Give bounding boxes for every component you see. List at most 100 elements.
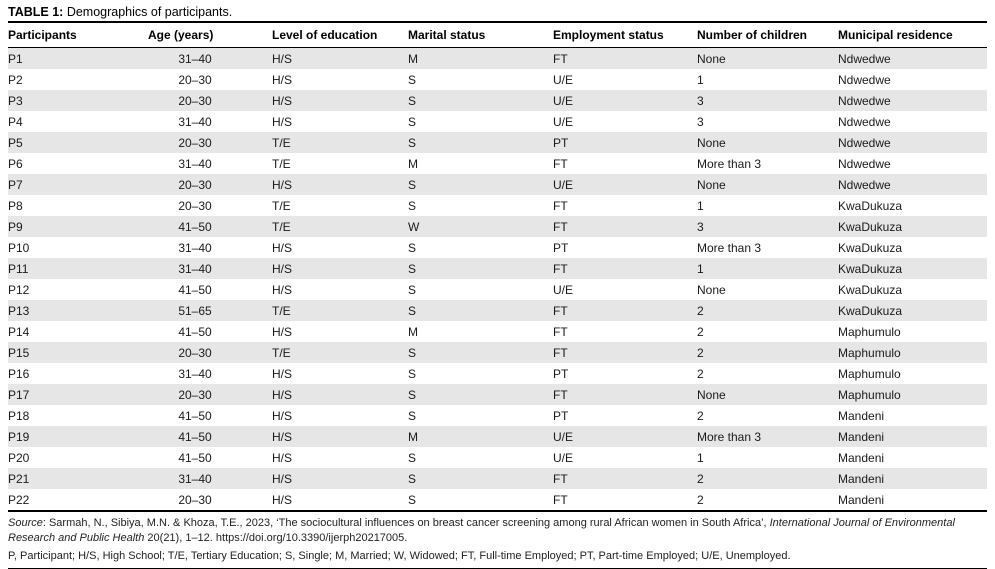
table-cell: H/S — [272, 451, 293, 465]
table-cell: P22 — [8, 493, 30, 507]
table-figure: TABLE 1: Demographics of participants. P… — [0, 4, 995, 569]
table-cell: 1 — [697, 262, 704, 276]
table-body: P1 31–40 H/S M FT None Ndwedwe P2 20–30 H/S S U/E 1 N… — [8, 47, 987, 511]
table-cell: 31–40 — [178, 367, 212, 381]
table-cell: Ndwedwe — [838, 115, 891, 129]
table-row: P4 31–40 H/S S U/E 3 Ndwedwe — [8, 111, 987, 132]
table-cell: More than 3 — [697, 241, 762, 255]
table-header-row: Participants Age (years) Level of educat… — [8, 23, 987, 48]
source-citation-doi: 20(21), 1–12. https://doi.org/10.3390/ij… — [144, 532, 408, 544]
table-cell: M — [408, 430, 418, 444]
table-cell: P19 — [8, 430, 30, 444]
column-header-age: Age (years) — [148, 23, 272, 48]
table-cell: 2 — [697, 325, 704, 339]
table-cell: 2 — [697, 409, 704, 423]
table-row: P1 31–40 H/S M FT None Ndwedwe — [8, 47, 987, 69]
abbreviations-note: P, Participant; H/S, High School; T/E, T… — [8, 550, 791, 562]
table-row: P17 20–30 H/S S FT None Maphumulo — [8, 384, 987, 405]
table-cell: None — [697, 178, 726, 192]
table-cell: S — [408, 493, 417, 507]
table-cell: U/E — [553, 73, 574, 87]
table-cell: S — [408, 283, 417, 297]
table-cell: P5 — [8, 136, 23, 150]
source-note: Source: Sarmah, N., Sibiya, M.N. & Khoza… — [8, 516, 987, 546]
table-cell: KwaDukuza — [838, 220, 903, 234]
table-cell: FT — [553, 199, 568, 213]
table-cell: None — [697, 136, 726, 150]
table-row: P20 41–50 H/S S U/E 1 Mandeni — [8, 447, 987, 468]
table-cell: S — [408, 451, 417, 465]
table-cell: 1 — [697, 73, 704, 87]
table-row: P6 31–40 T/E M FT More than 3 Ndwedwe — [8, 153, 987, 174]
table-cell: Mandeni — [838, 493, 885, 507]
table-cell: P16 — [8, 367, 30, 381]
table-cell: Ndwedwe — [838, 136, 891, 150]
table-cell: 20–30 — [178, 73, 212, 87]
table-cell: M — [408, 325, 418, 339]
table-cell: 31–40 — [178, 157, 212, 171]
table-row: P12 41–50 H/S S U/E None KwaDukuza — [8, 279, 987, 300]
table-cell: 20–30 — [178, 199, 212, 213]
table-cell: Ndwedwe — [838, 52, 891, 66]
table-cell: H/S — [272, 388, 293, 402]
table-cell: Mandeni — [838, 409, 885, 423]
table-cell: 31–40 — [178, 52, 212, 66]
table-row: P22 20–30 H/S S FT 2 Mandeni — [8, 489, 987, 510]
table-cell: P15 — [8, 346, 30, 360]
table-row: P3 20–30 H/S S U/E 3 Ndwedwe — [8, 90, 987, 111]
table-cell: S — [408, 304, 417, 318]
table-row: P15 20–30 T/E S FT 2 Maphumulo — [8, 342, 987, 363]
table-cell: H/S — [272, 430, 293, 444]
table-cell: PT — [553, 241, 569, 255]
table-cell: 2 — [697, 346, 704, 360]
column-header-marital: Marital status — [408, 23, 553, 48]
table-cell: S — [408, 136, 417, 150]
table-cell: 41–50 — [178, 325, 212, 339]
table-cell: 41–50 — [178, 220, 212, 234]
table-row: P10 31–40 H/S S PT More than 3 KwaDukuza — [8, 237, 987, 258]
table-cell: KwaDukuza — [838, 241, 903, 255]
table-cell: FT — [553, 493, 568, 507]
table-cell: U/E — [553, 178, 574, 192]
table-cell: 3 — [697, 220, 704, 234]
table-cell: FT — [553, 304, 568, 318]
table-cell: T/E — [272, 304, 291, 318]
table-cell: T/E — [272, 220, 291, 234]
table-cell: S — [408, 115, 417, 129]
table-cell: PT — [553, 136, 569, 150]
table-cell: P11 — [8, 262, 29, 276]
table-cell: 31–40 — [178, 115, 212, 129]
source-citation-text: : Sarmah, N., Sibiya, M.N. & Khoza, T.E.… — [42, 517, 770, 529]
table-cell: S — [408, 388, 417, 402]
table-cell: 20–30 — [178, 388, 212, 402]
table-cell: P20 — [8, 451, 30, 465]
table-cell: Mandeni — [838, 472, 885, 486]
table-cell: KwaDukuza — [838, 199, 903, 213]
column-header-residence: Municipal residence — [838, 23, 987, 48]
table-cell: 2 — [697, 493, 704, 507]
table-cell: H/S — [272, 115, 293, 129]
table-cell: P7 — [8, 178, 23, 192]
table-cell: KwaDukuza — [838, 304, 903, 318]
table-cell: T/E — [272, 136, 291, 150]
table-cell: Mandeni — [838, 451, 885, 465]
table-cell: T/E — [272, 157, 291, 171]
table-cell: FT — [553, 346, 568, 360]
table-cell: FT — [553, 220, 568, 234]
table-row: P18 41–50 H/S S PT 2 Mandeni — [8, 405, 987, 426]
table-cell: 20–30 — [178, 493, 212, 507]
table-cell: PT — [553, 409, 569, 423]
table-cell: 3 — [697, 94, 704, 108]
table-cell: S — [408, 94, 417, 108]
table-row: P9 41–50 T/E W FT 3 KwaDukuza — [8, 216, 987, 237]
table-cell: 2 — [697, 304, 704, 318]
table-row: P13 51–65 T/E S FT 2 KwaDukuza — [8, 300, 987, 321]
table-cell: More than 3 — [697, 157, 762, 171]
table-cell: 41–50 — [178, 409, 212, 423]
table-row: P7 20–30 H/S S U/E None Ndwedwe — [8, 174, 987, 195]
table-cell: P21 — [8, 472, 30, 486]
table-cell: P1 — [8, 52, 23, 66]
table-cell: Maphumulo — [838, 346, 901, 360]
table-cell: FT — [553, 157, 568, 171]
table-row: P11 31–40 H/S S FT 1 KwaDukuza — [8, 258, 987, 279]
